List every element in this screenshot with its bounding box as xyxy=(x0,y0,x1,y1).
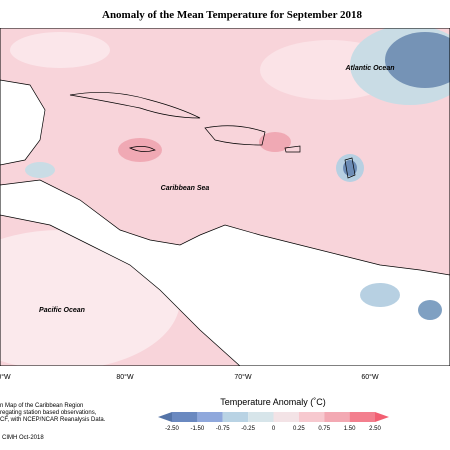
colorbar-segment xyxy=(324,412,350,422)
title: Anomaly of the Mean Temperature for Sept… xyxy=(102,9,362,21)
colorbar-tick-label: 0 xyxy=(272,426,276,432)
colorbar-tick-label: 2.50 xyxy=(369,426,381,432)
longitude-label: 60°W xyxy=(361,373,379,381)
colorbar-segment xyxy=(222,412,249,422)
colorbar-segment xyxy=(349,412,375,422)
colorbar-end xyxy=(375,412,389,422)
longitude-label: 70°W xyxy=(234,373,252,381)
footnote-line: n Map of the Caribbean Region xyxy=(0,403,83,409)
footnote-line: CF, with NCEP/NCAR Reanalysis Data. xyxy=(0,417,106,423)
longitude-label: 0°W xyxy=(0,373,11,381)
map: Atlantic Ocean Caribbean Sea Pacific Oce… xyxy=(0,28,450,381)
credit: CIMH Oct-2018 xyxy=(2,435,44,441)
colorbar-tick-label: 1.50 xyxy=(344,426,356,432)
colorbar-tick-label: 0.75 xyxy=(318,426,330,432)
colorbar: -2.50 -1.50 -0.75 -0.25 0 0.25 0.75 1.50 2.50 xyxy=(158,412,389,432)
ocean-label: Pacific Ocean xyxy=(39,307,85,314)
colorbar-tick-label: -2.50 xyxy=(165,426,179,432)
colorbar-tick-label: -0.25 xyxy=(241,426,255,432)
colorbar-tick-label: -0.75 xyxy=(216,426,230,432)
sea-label: Caribbean Sea xyxy=(161,185,210,192)
colorbar-tick-label: 0.25 xyxy=(293,426,305,432)
longitude-label: 80°W xyxy=(116,373,134,381)
colorbar-segment xyxy=(197,412,223,422)
footnote-line: regating station based observations, xyxy=(0,410,97,416)
colorbar-segment xyxy=(298,412,325,422)
colorbar-segment xyxy=(273,412,299,422)
colorbar-tick-label: -1.50 xyxy=(191,426,205,432)
ocean-label: Atlantic Ocean xyxy=(344,65,394,72)
colorbar-segment xyxy=(172,412,198,422)
colorbar-end xyxy=(158,412,172,422)
colorbar-segment xyxy=(248,412,274,422)
legend-title: Temperature Anomaly (˚C) xyxy=(220,397,326,407)
